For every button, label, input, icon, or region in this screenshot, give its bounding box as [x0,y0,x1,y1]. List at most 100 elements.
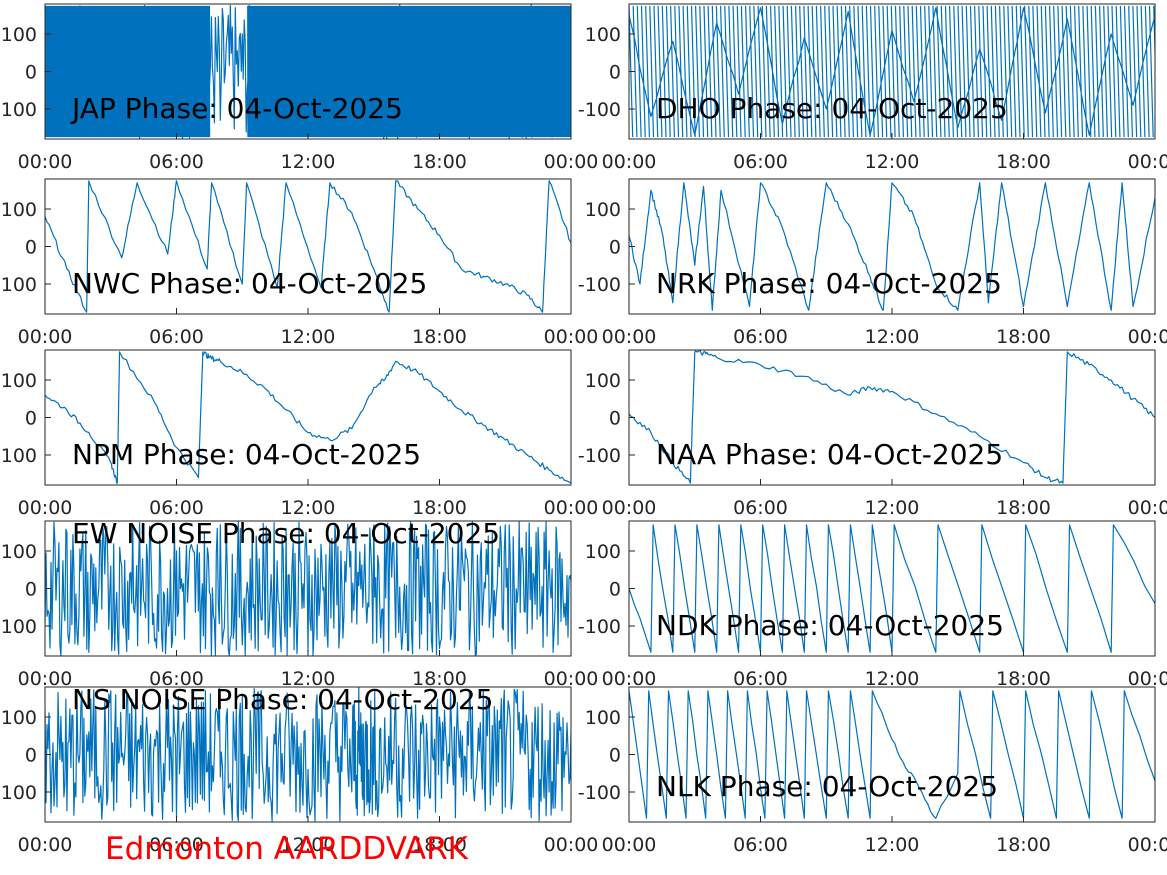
x-tick-label: 00:00 [18,326,73,348]
phase-panel: 100 0 -100 00:00 06:00 12:00 18:00 00:00 JAP Pha… [0,3,599,173]
phase-trace [629,182,1155,311]
x-tick-label: 06:00 [149,668,204,690]
x-tick-label: 06:00 [149,326,204,348]
x-tick-label: 00:00 [544,326,599,348]
y-tick-label: -100 [0,445,37,467]
x-tick-label: 12:00 [865,834,920,856]
y-tick-label: 0 [25,408,37,430]
y-tick-label: -100 [578,99,621,121]
x-tick-label: 00:00 [602,834,657,856]
y-tick-label: 100 [585,707,621,729]
x-tick-label: 00:00 [1128,326,1167,348]
x-tick-label: 00:00 [544,151,599,173]
x-tick-label: 06:00 [733,497,788,519]
x-tick-label: 00:00 [18,151,73,173]
x-tick-label: 12:00 [281,326,336,348]
x-tick-label: 00:00 [1128,668,1167,690]
panel-title: JAP Phase: 04-Oct-2025 [70,92,403,125]
y-tick-label: 0 [25,237,37,259]
panel-title: DHO Phase: 04-Oct-2025 [656,92,1008,125]
x-tick-label: 00:00 [18,834,73,856]
x-tick-label: 00:00 [18,668,73,690]
x-tick-label: 18:00 [412,497,467,519]
y-tick-label: 100 [585,24,621,46]
y-tick-label: 0 [25,579,37,601]
phase-trace [629,5,1155,138]
phase-panel: 100 0 -100 00:00 06:00 12:00 18:00 00:00 NDK Pha… [578,520,1167,690]
y-tick-label: 0 [609,62,621,84]
phase-panel: 100 0 -100 00:00 06:00 12:00 18:00 00:00 NS NOIS… [0,683,598,856]
panel-title: NPM Phase: 04-Oct-2025 [72,438,421,471]
phase-trace [45,687,571,822]
panel-title: NRK Phase: 04-Oct-2025 [656,267,1002,300]
x-tick-label: 12:00 [281,834,336,856]
y-tick-label: 100 [1,370,37,392]
panel-title: NLK Phase: 04-Oct-2025 [656,770,998,803]
y-tick-label: 100 [1,541,37,563]
panels-layer: 100 0 -100 00:00 06:00 12:00 18:00 00:00 JAP Pha… [0,3,1167,856]
station-label: Edmonton AARDDVARK [105,831,469,867]
x-tick-label: 12:00 [865,326,920,348]
x-tick-label: 06:00 [733,668,788,690]
phase-trace [45,4,571,139]
phase-panel: 100 0 -100 00:00 06:00 12:00 18:00 00:00 DHO Pha… [578,3,1167,173]
x-tick-label: 12:00 [281,151,336,173]
phase-panel: 100 0 -100 00:00 06:00 12:00 18:00 00:00 NWC Pha… [0,178,599,348]
y-tick-label: -100 [578,274,621,296]
x-tick-label: 00:00 [544,668,599,690]
y-tick-label: 100 [1,199,37,221]
x-tick-label: 00:00 [1128,151,1167,173]
y-tick-label: 0 [25,745,37,767]
y-tick-label: 0 [25,62,37,84]
y-tick-label: -100 [578,782,621,804]
x-tick-label: 18:00 [996,834,1051,856]
y-tick-label: 100 [1,24,37,46]
x-tick-label: 18:00 [412,834,467,856]
x-tick-label: 18:00 [412,151,467,173]
phase-trace [629,350,1155,484]
x-tick-label: 00:00 [602,151,657,173]
x-tick-label: 18:00 [996,668,1051,690]
x-tick-label: 00:00 [544,497,599,519]
x-tick-label: 12:00 [865,151,920,173]
panel-title: NS NOISE Phase: 04-Oct-2025 [72,683,493,716]
phase-trace [45,180,571,313]
x-tick-label: 00:00 [602,326,657,348]
y-tick-label: 100 [585,370,621,392]
phase-trace [629,524,1155,653]
y-tick-label: -100 [0,274,37,296]
x-tick-label: 00:00 [18,497,73,519]
panel-title: NAA Phase: 04-Oct-2025 [656,438,1003,471]
x-tick-label: 18:00 [996,497,1051,519]
y-tick-label: 0 [609,745,621,767]
x-tick-label: 06:00 [733,326,788,348]
x-tick-label: 12:00 [865,497,920,519]
phase-trace [45,351,571,484]
phase-panel: 100 0 -100 00:00 06:00 12:00 18:00 00:00 NLK Pha… [578,686,1167,856]
y-tick-label: 0 [609,408,621,430]
x-tick-label: 18:00 [412,326,467,348]
x-tick-label: 12:00 [281,668,336,690]
x-tick-label: 00:00 [602,668,657,690]
y-tick-label: -100 [0,99,37,121]
x-tick-label: 18:00 [996,151,1051,173]
y-tick-label: 100 [585,199,621,221]
y-tick-label: 0 [609,579,621,601]
phase-trace [629,690,1155,819]
x-tick-label: 18:00 [412,668,467,690]
x-tick-label: 06:00 [149,497,204,519]
x-tick-label: 12:00 [281,497,336,519]
x-tick-label: 06:00 [149,834,204,856]
y-tick-label: 0 [609,237,621,259]
phase-panel: 100 0 -100 00:00 06:00 12:00 18:00 00:00 NPM Pha… [0,349,599,519]
x-tick-label: 06:00 [733,834,788,856]
y-tick-label: -100 [578,445,621,467]
panel-title: EW NOISE Phase: 04-Oct-2025 [72,517,500,550]
phase-panel: 100 0 -100 00:00 06:00 12:00 18:00 00:00 NRK Pha… [578,178,1167,348]
x-tick-label: 00:00 [1128,834,1167,856]
x-tick-label: 06:00 [149,151,204,173]
x-tick-label: 00:00 [1128,497,1167,519]
y-tick-label: -100 [0,616,37,638]
panel-title: NWC Phase: 04-Oct-2025 [72,267,427,300]
